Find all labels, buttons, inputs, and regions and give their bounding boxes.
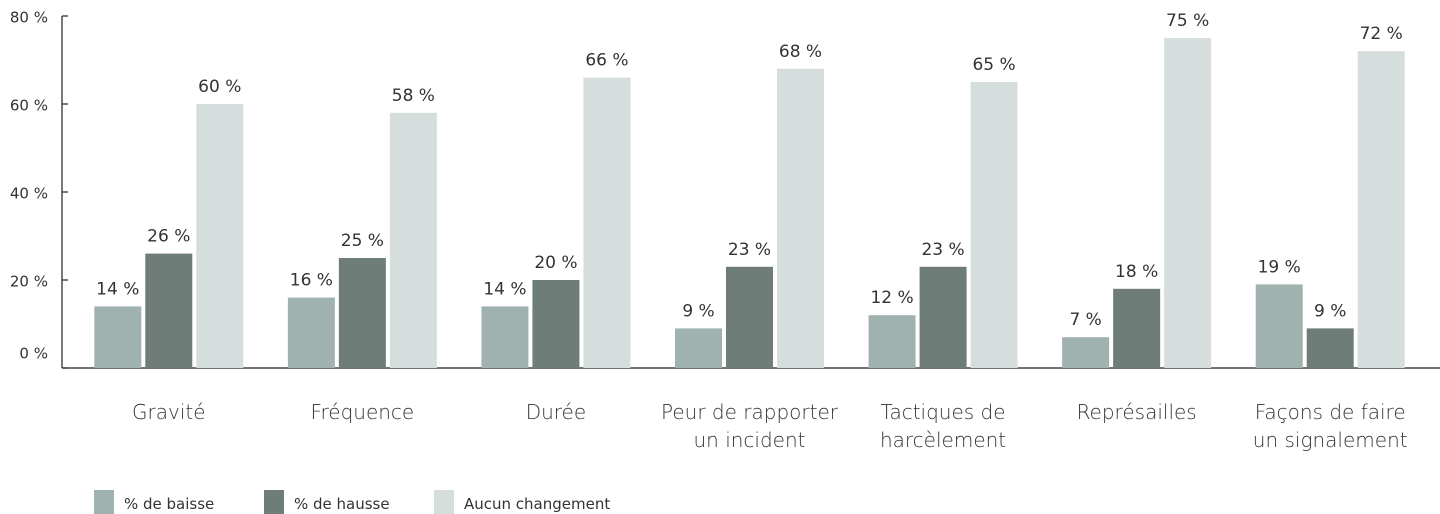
value-label: 26 %: [147, 227, 190, 247]
bar: [1164, 38, 1212, 368]
bar: [868, 315, 916, 368]
bar: [583, 77, 631, 368]
bar: [1113, 288, 1161, 368]
value-label: 75 %: [1166, 11, 1209, 31]
value-label: 23 %: [921, 240, 964, 260]
value-label: 60 %: [198, 77, 241, 97]
bar: [675, 328, 722, 368]
x-tick-label: Tactiques de harcèlement: [879, 400, 1007, 452]
value-label: 25 %: [341, 231, 384, 251]
y-tick-label: 20 %: [10, 273, 48, 291]
bar: [389, 112, 437, 368]
bar: [970, 82, 1018, 368]
bar: [532, 280, 580, 368]
y-tick-label: 40 %: [10, 185, 48, 203]
bar: [1357, 51, 1405, 368]
legend-label: % de baisse: [124, 495, 215, 513]
x-tick-label: Peur de rapporter un incident: [661, 400, 838, 452]
legend-swatch: [264, 490, 284, 514]
bar: [287, 297, 335, 368]
bar: [145, 253, 193, 368]
bar: [481, 306, 529, 368]
value-label: 23 %: [728, 240, 771, 260]
bar: [1062, 337, 1110, 368]
value-label: 16 %: [290, 271, 333, 291]
bar: [94, 306, 142, 368]
x-tick-label: Représailles: [1076, 400, 1197, 424]
value-label: 9 %: [682, 301, 714, 321]
bar: [777, 68, 824, 369]
x-tick-label: Fréquence: [310, 400, 415, 424]
bar: [338, 258, 386, 368]
value-label: 19 %: [1258, 257, 1301, 277]
bar: [1255, 284, 1303, 368]
bar: [196, 104, 244, 368]
value-label: 72 %: [1360, 24, 1403, 44]
y-tick-label: 60 %: [10, 97, 48, 115]
x-tick-label: Gravité: [132, 400, 206, 424]
legend-swatch: [434, 490, 454, 514]
value-label: 9 %: [1314, 301, 1346, 321]
value-label: 68 %: [779, 42, 822, 62]
value-label: 14 %: [483, 279, 526, 299]
value-label: 66 %: [585, 51, 628, 71]
value-label: 20 %: [534, 253, 577, 273]
value-label: 7 %: [1069, 310, 1101, 330]
bar: [726, 266, 773, 368]
legend-swatch: [94, 490, 114, 514]
y-tick-label: 0 %: [19, 345, 48, 363]
value-label: 12 %: [870, 288, 913, 308]
value-label: 58 %: [392, 86, 435, 106]
x-tick-label: Façons de faire un signalement: [1252, 400, 1408, 452]
bar: [1306, 328, 1354, 368]
legend-label: Aucun changement: [464, 495, 611, 513]
value-label: 18 %: [1115, 262, 1158, 282]
x-tick-label: Durée: [525, 400, 587, 424]
y-tick-label: 80 %: [10, 9, 48, 27]
value-label: 65 %: [972, 55, 1015, 75]
value-label: 14 %: [96, 279, 139, 299]
legend-label: % de hausse: [294, 495, 390, 513]
bar: [919, 266, 967, 368]
